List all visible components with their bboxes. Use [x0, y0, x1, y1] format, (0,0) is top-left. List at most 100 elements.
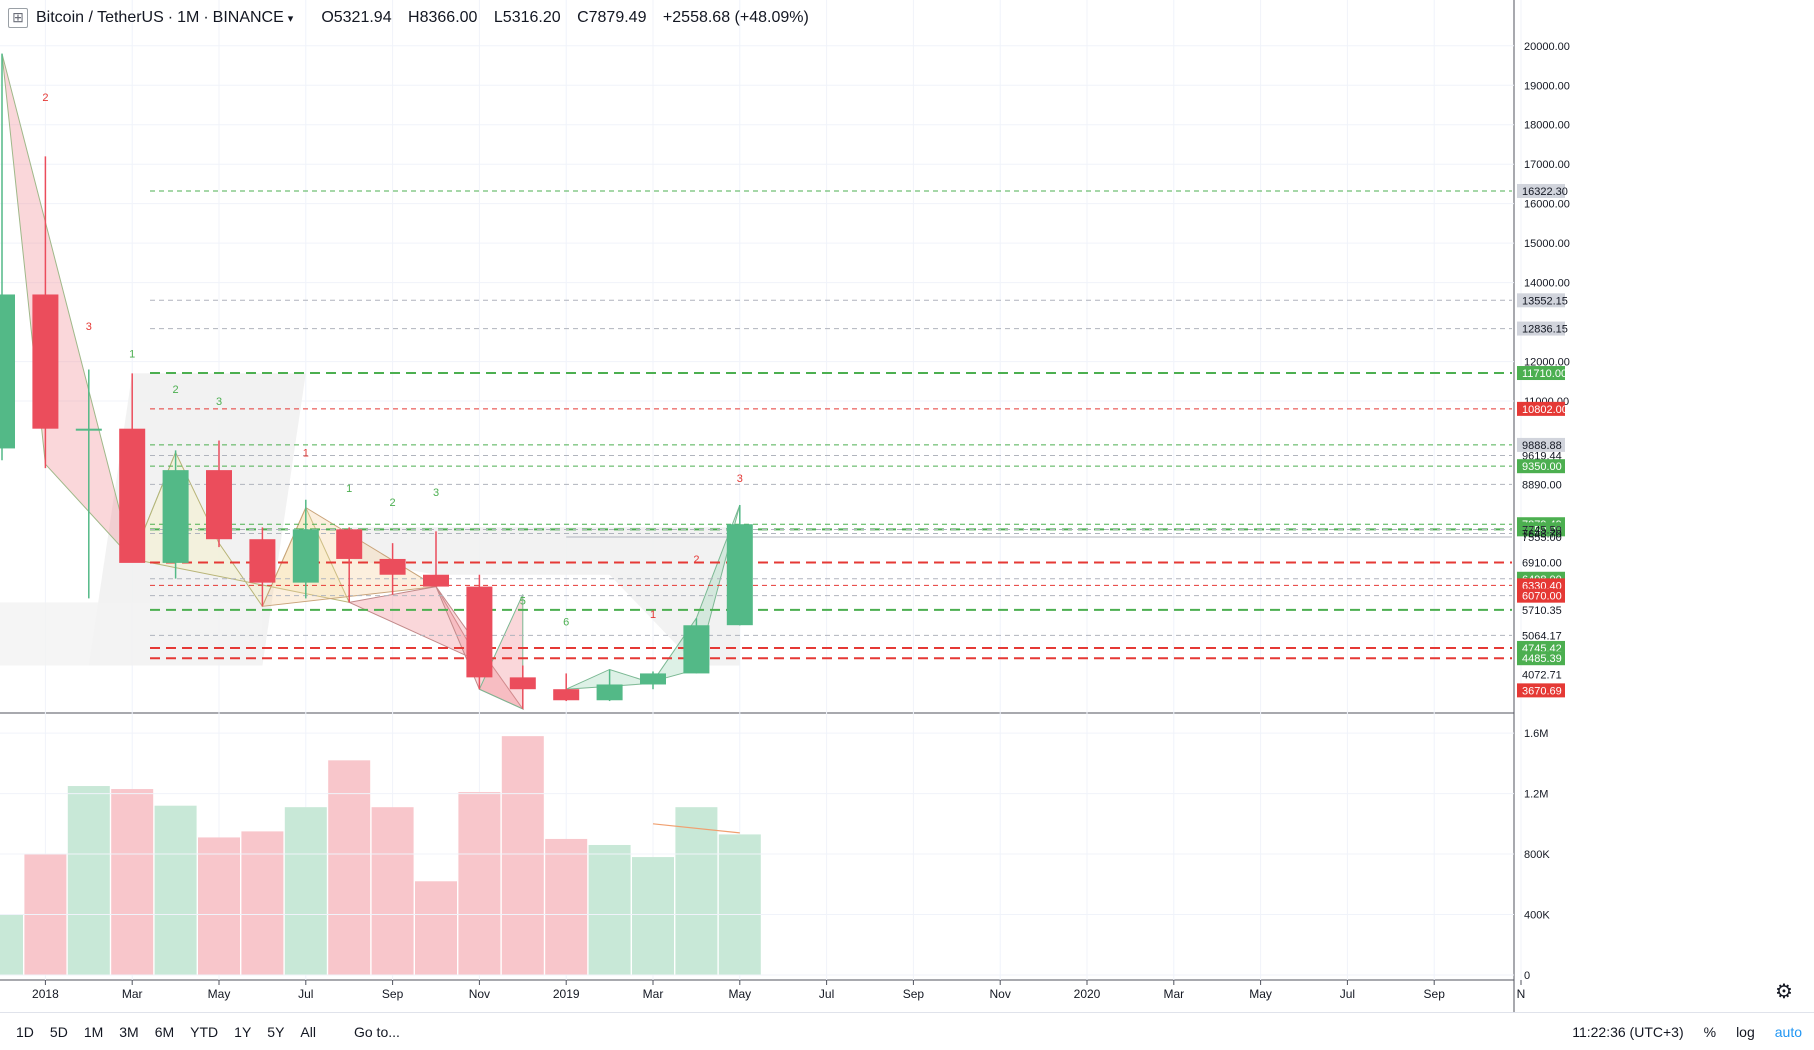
gear-icon[interactable]: ⚙: [1775, 981, 1793, 1003]
exchange-label[interactable]: BINANCE: [212, 9, 284, 26]
time-tick-label: Sep: [903, 987, 925, 1001]
candle-body: [32, 294, 59, 429]
range-ytd[interactable]: YTD: [190, 1023, 219, 1040]
price-badge: [1517, 588, 1565, 603]
volume-tick-label: 400K: [1524, 910, 1550, 922]
price-badge: [1517, 683, 1565, 698]
volume-bar: [501, 736, 544, 975]
clock-time[interactable]: 11:22:36 (UTC+3): [1572, 1023, 1684, 1040]
candle-body: [119, 428, 146, 563]
volume-bar: [458, 792, 501, 975]
candle-body: [683, 625, 710, 674]
candle-body: [336, 529, 363, 559]
price-level-label: 8890.00: [1522, 479, 1562, 491]
time-tick-label: 2018: [32, 987, 59, 1001]
sequence-label: 1: [129, 349, 135, 361]
candle-body: [640, 673, 666, 685]
volume-bar: [718, 834, 761, 975]
volume-tick-label: 800K: [1524, 849, 1550, 861]
open-value: O5321.94: [321, 9, 392, 26]
time-tick-label: N: [1517, 987, 1526, 1001]
candle-body: [206, 470, 232, 540]
shaded-zone: [0, 602, 263, 666]
volume-bar: [545, 838, 588, 975]
price-level-label: 11710.00: [1522, 368, 1567, 380]
time-tick-label: Jul: [819, 987, 834, 1001]
volume-tick-label: 1.6M: [1524, 728, 1548, 740]
range-all[interactable]: All: [300, 1023, 316, 1040]
sequence-label: 3: [737, 473, 743, 485]
range-1d[interactable]: 1D: [16, 1023, 34, 1040]
range-5y[interactable]: 5Y: [267, 1023, 285, 1040]
candle-body: [162, 470, 189, 563]
change-value: +2558.68 (+48.09%): [662, 9, 809, 26]
range-3m[interactable]: 3M: [119, 1023, 139, 1040]
sequence-label: 3: [433, 487, 439, 499]
volume-bar: [67, 786, 110, 975]
candle-body: [249, 539, 276, 583]
price-level-label: 4485.39: [1522, 653, 1562, 665]
candle-body: [0, 294, 15, 449]
price-badge: [1517, 401, 1565, 416]
interval-label[interactable]: 1M: [177, 9, 200, 26]
sequence-label: 6: [563, 616, 569, 628]
separator: ·: [167, 9, 174, 26]
volume-bar: [0, 914, 23, 975]
low-value: L5316.20: [493, 9, 561, 26]
log-toggle[interactable]: log: [1736, 1023, 1755, 1040]
chart-header: ⊞ Bitcoin / TetherUS · 1M · BINANCE ▾ O5…: [0, 0, 1754, 36]
separator: ·: [203, 9, 209, 26]
close-value: C7879.49: [577, 9, 647, 26]
volume-bar: [284, 807, 327, 975]
time-tick-label: Jul: [1340, 987, 1355, 1001]
candle-body: [726, 524, 753, 626]
sequence-label: 1: [346, 483, 352, 495]
range-6m[interactable]: 6M: [154, 1023, 175, 1040]
expand-icon[interactable]: ⊞: [8, 8, 28, 28]
time-tick-label: Jul: [298, 987, 313, 1001]
time-tick-label: May: [1249, 987, 1272, 1001]
sequence-label: 5: [520, 596, 526, 608]
time-tick-label: 2019: [553, 987, 580, 1001]
price-badge: [1517, 366, 1565, 381]
price-level-label: 6910.00: [1522, 558, 1562, 570]
candle-body: [596, 684, 623, 701]
time-tick-label: Nov: [469, 987, 490, 1001]
chevron-down-icon[interactable]: ▾: [287, 12, 294, 25]
percent-toggle[interactable]: %: [1703, 1023, 1717, 1040]
goto-button[interactable]: Go to...: [353, 1023, 400, 1040]
volume-tick-label: 1.2M: [1524, 789, 1548, 801]
candle-body: [379, 558, 406, 575]
candle-body: [423, 574, 449, 587]
price-tick-label: 20000.00: [1524, 41, 1570, 53]
volume-bar: [415, 881, 457, 975]
time-tick-label: Mar: [1163, 987, 1184, 1001]
price-level-label: 16322.30: [1522, 186, 1568, 198]
volume-tick-label: 0: [1524, 970, 1530, 982]
price-badge: [1517, 293, 1565, 308]
price-level-label: 7750.00: [1522, 524, 1562, 536]
volume-bar: [632, 857, 674, 975]
symbol-name[interactable]: Bitcoin / TetherUS: [36, 9, 164, 26]
range-1y[interactable]: 1Y: [234, 1023, 252, 1040]
candle-body: [509, 677, 536, 690]
time-tick-label: Sep: [382, 987, 404, 1001]
price-tick-label: 19000.00: [1524, 80, 1570, 92]
bottom-toolbar: 1D 5D 1M 3M 6M YTD 1Y 5Y All Go to... 11…: [0, 1012, 1814, 1050]
high-value: H8366.00: [408, 9, 478, 26]
sequence-label: 1: [303, 447, 309, 459]
auto-toggle[interactable]: auto: [1774, 1023, 1802, 1040]
candle-body: [292, 529, 319, 583]
price-badge: [1517, 459, 1565, 474]
volume-bar: [154, 805, 197, 975]
price-level-label: 9888.88: [1522, 440, 1562, 452]
price-tick-label: 18000.00: [1524, 120, 1570, 132]
volume-bar: [588, 844, 631, 975]
price-level-label: 7745.50: [1522, 525, 1562, 537]
range-5d[interactable]: 5D: [49, 1023, 68, 1040]
price-tick-label: 15000.00: [1524, 238, 1570, 250]
range-1m[interactable]: 1M: [83, 1023, 104, 1040]
price-level-label: 12836.15: [1522, 324, 1568, 336]
bottom-right-controls: 11:22:36 (UTC+3) % log auto: [1572, 1024, 1814, 1040]
